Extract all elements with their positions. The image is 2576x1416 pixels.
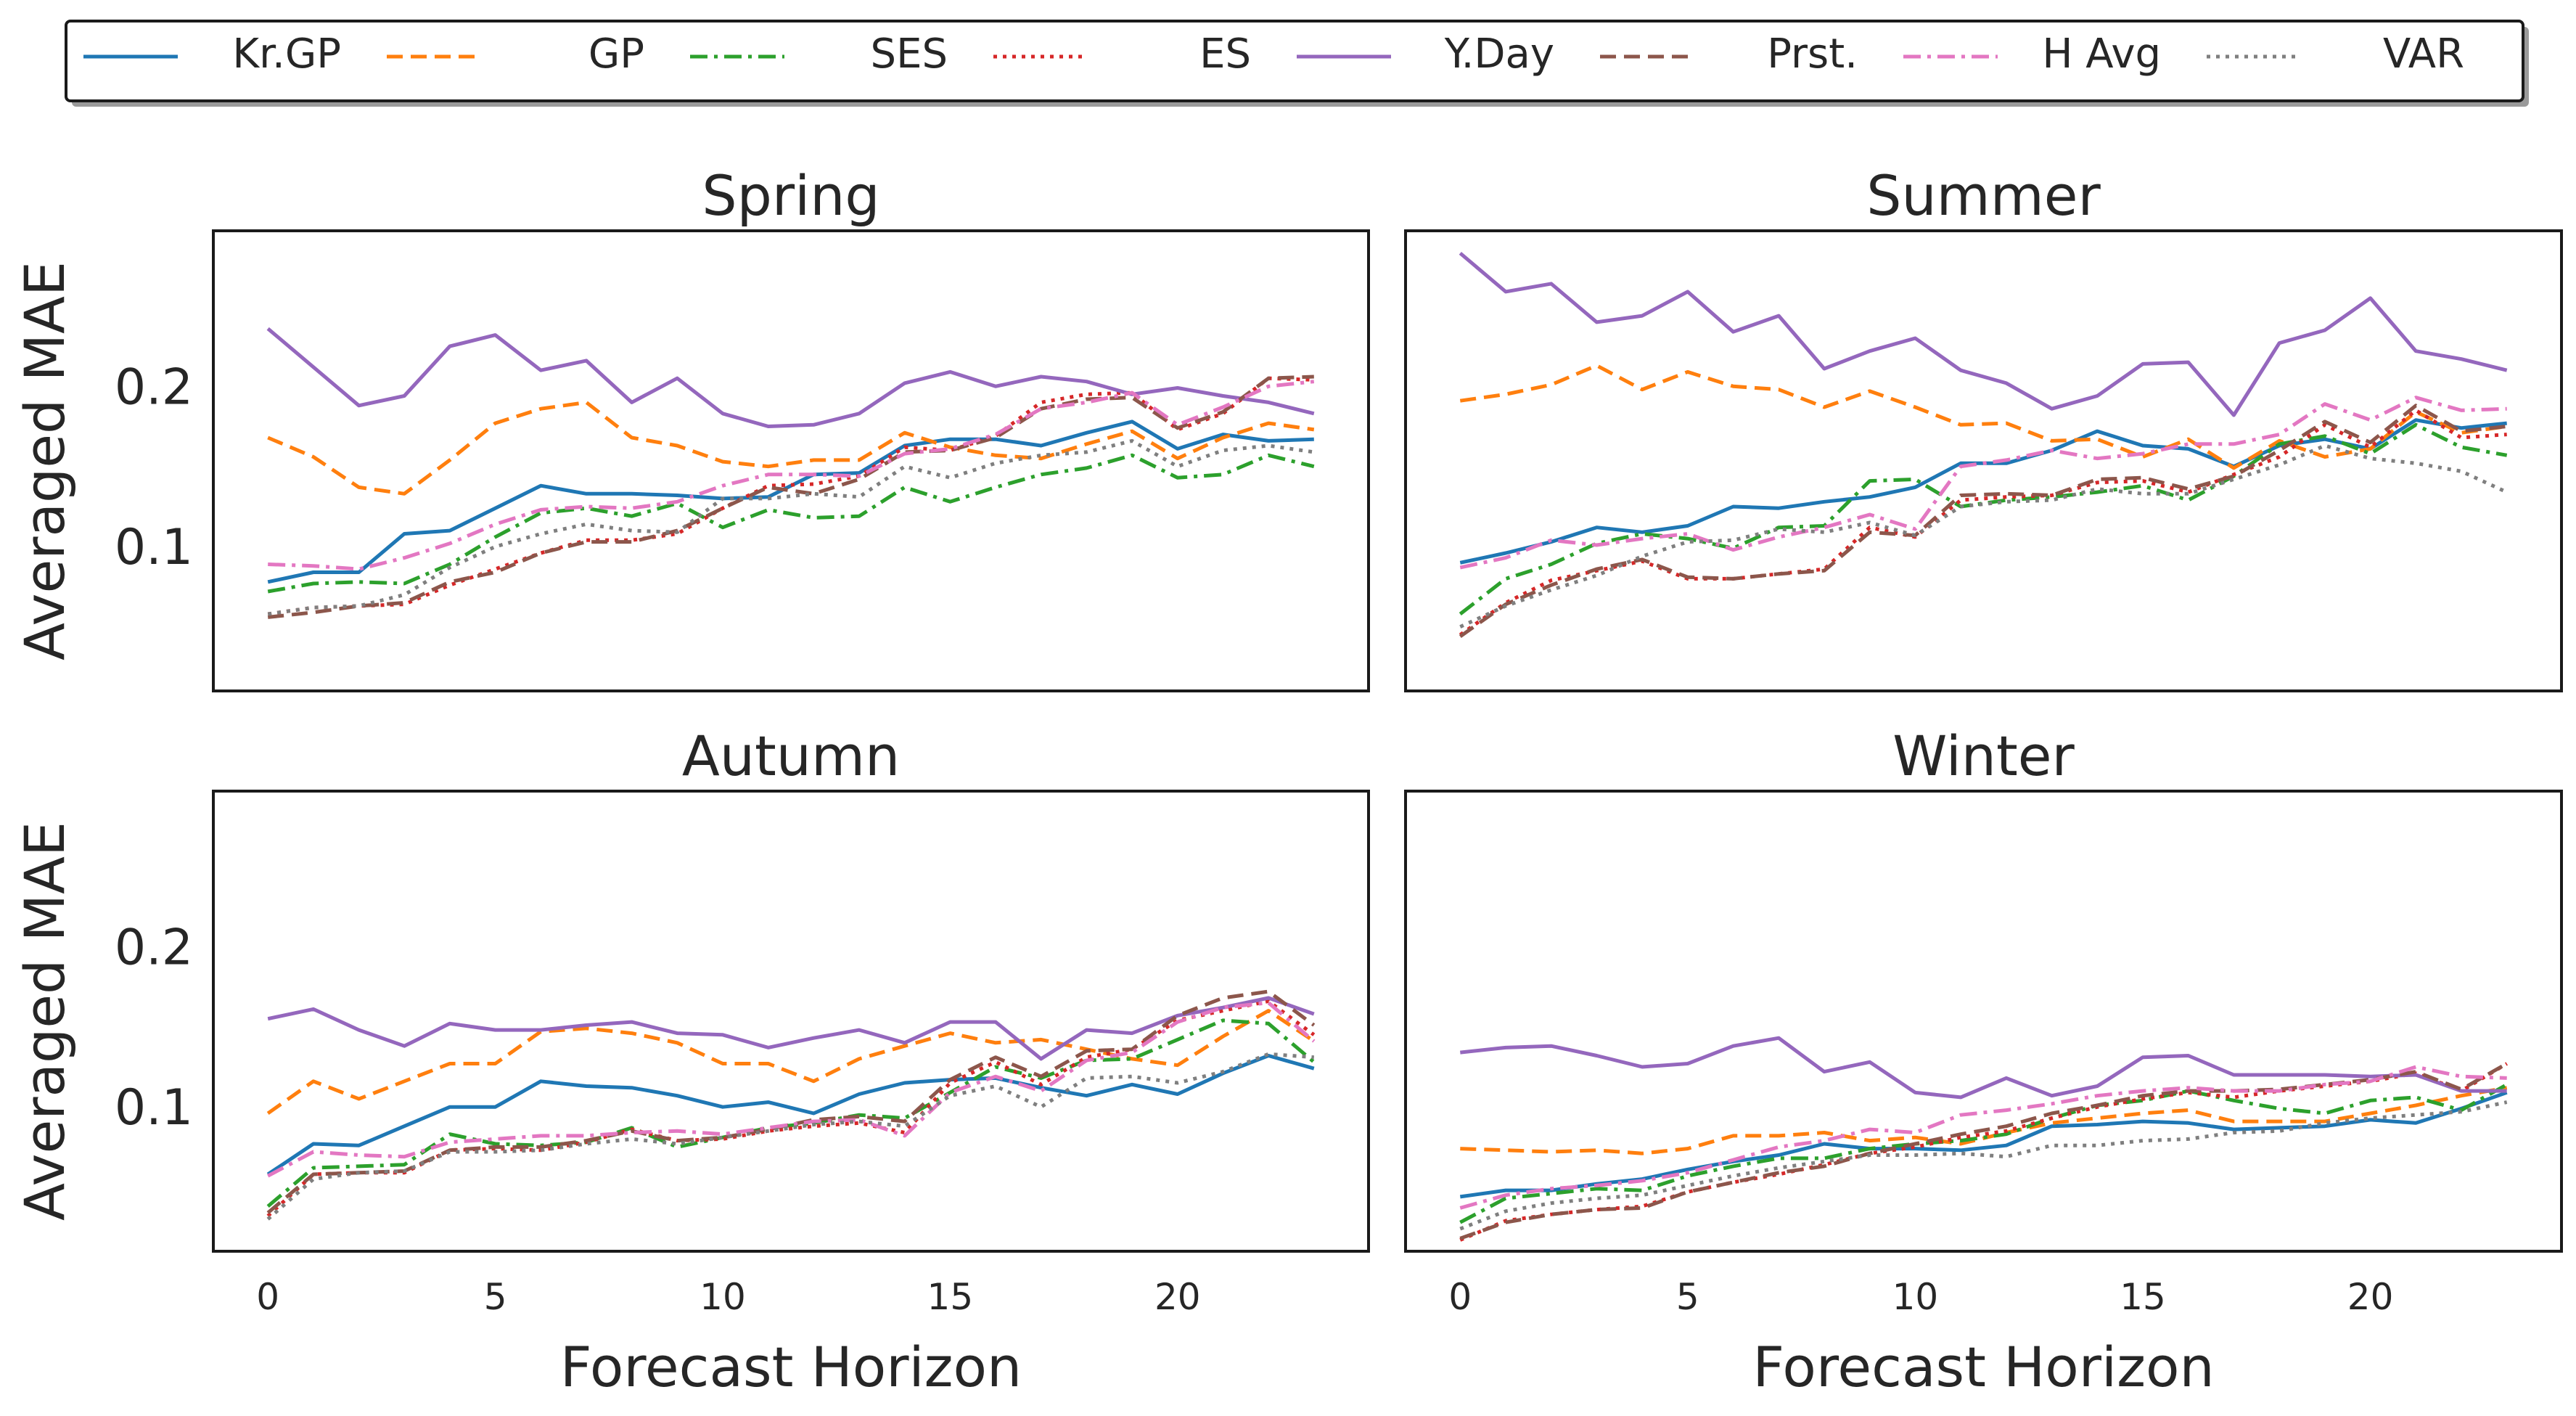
- series-line-gp: [266, 1009, 1316, 1116]
- series-line-prst-: [267, 375, 1314, 619]
- series-line-var: [267, 438, 1315, 616]
- panel-title: Spring: [702, 163, 879, 228]
- panel-summer: Summer: [1404, 163, 2563, 692]
- series-line-kr-gp: [267, 420, 1314, 584]
- legend-label: SES: [871, 30, 948, 78]
- chart-panels: Spring 0.1 0.2 Averaged MAE Summer Autumn 0.1 0…: [12, 163, 2563, 1399]
- legend-label: Y.Day: [1444, 30, 1554, 78]
- legend-label: Prst.: [1767, 30, 1858, 78]
- series-line-es: [266, 999, 1316, 1218]
- x-tick-label: 15: [2120, 1276, 2166, 1318]
- legend-entry-y-day: Y.Day: [1297, 30, 1554, 78]
- series-line-y-day: [267, 996, 1315, 1061]
- x-tick-label: 20: [1154, 1276, 1201, 1318]
- series-line-gp: [267, 400, 1315, 496]
- y-axis-label: Averaged MAE: [12, 822, 77, 1221]
- series-line-ses: [267, 453, 1315, 594]
- series-line-prst-: [266, 989, 1316, 1214]
- series-line-h-avg: [267, 1001, 1316, 1178]
- legend: Kr.GP GP SES ES Y.Day Prst. H Avg VAR: [65, 20, 2529, 107]
- x-axis-label: Forecast Horizon: [560, 1335, 1022, 1399]
- series-line-h-avg: [1459, 1065, 2507, 1210]
- series-line-y-day: [1459, 251, 2508, 417]
- legend-label: H Avg: [2042, 30, 2161, 78]
- series-line-gp: [1460, 1086, 2508, 1155]
- panel-spring: Spring 0.1 0.2 Averaged MAE: [12, 163, 1370, 692]
- series-line-prst-: [1459, 404, 2507, 638]
- x-tick-label: 5: [1676, 1276, 1699, 1318]
- legend-entry-gp: GP: [387, 30, 644, 78]
- panel-autumn: Autumn 0.1 0.2 0 5 10 15 20 Averaged MAE Forecast…: [12, 724, 1370, 1399]
- series-line-ses: [1459, 422, 2508, 615]
- series-line-var: [1459, 1100, 2508, 1231]
- legend-entry-h-avg: H Avg: [1903, 30, 2161, 78]
- series-line-ses: [266, 1018, 1316, 1208]
- legend-entry-var: VAR: [2207, 30, 2464, 78]
- legend-label: Kr.GP: [232, 30, 341, 78]
- series-line-prst-: [1459, 1062, 2508, 1240]
- series-line-y-day: [266, 327, 1315, 428]
- x-tick-label: 10: [700, 1276, 746, 1318]
- legend-entry-ses: SES: [690, 30, 948, 78]
- series-line-h-avg: [268, 380, 1315, 571]
- series-line-var: [1459, 443, 2508, 629]
- legend-label: VAR: [2383, 30, 2464, 78]
- y-tick-label: 0.1: [115, 519, 193, 576]
- legend-entry-prst-: Prst.: [1600, 30, 1858, 78]
- x-tick-label: 15: [927, 1276, 974, 1318]
- series-line-kr-gp: [1459, 1090, 2508, 1199]
- x-tick-label: 0: [1448, 1276, 1472, 1318]
- series-line-h-avg: [1459, 396, 2507, 570]
- plot-frame: [212, 790, 1370, 1253]
- panel-title: Autumn: [682, 724, 900, 788]
- panel-winter: Winter 0 5 10 15 20 Forecast Horizon: [1404, 724, 2563, 1399]
- y-tick-label: 0.1: [115, 1079, 193, 1137]
- series-line-y-day: [1460, 1036, 2507, 1100]
- legend-entry-es: ES: [993, 30, 1251, 78]
- series-line-kr-gp: [266, 1054, 1315, 1176]
- legend-label: GP: [588, 30, 644, 78]
- series-line-var: [266, 1052, 1314, 1221]
- x-tick-label: 0: [256, 1276, 279, 1318]
- plot-frame: [1404, 790, 2563, 1253]
- legend-entry-kr-gp: Kr.GP: [83, 30, 341, 78]
- legend-frame: [65, 20, 2524, 102]
- x-tick-label: 20: [2347, 1276, 2394, 1318]
- plot-frame: [1404, 229, 2563, 692]
- legend-label: ES: [1199, 30, 1251, 78]
- panel-title: Summer: [1866, 163, 2101, 228]
- series-line-ses: [1459, 1083, 2508, 1224]
- y-tick-label: 0.2: [115, 919, 193, 976]
- series-line-es: [267, 376, 1314, 616]
- x-tick-label: 10: [1892, 1276, 1939, 1318]
- x-axis-label: Forecast Horizon: [1752, 1335, 2214, 1399]
- plot-frame: [212, 229, 1370, 692]
- x-tick-label: 5: [484, 1276, 507, 1318]
- y-tick-label: 0.2: [115, 359, 193, 416]
- series-line-gp: [1459, 364, 2508, 470]
- panel-title: Winter: [1892, 724, 2075, 788]
- y-axis-label: Averaged MAE: [12, 261, 77, 660]
